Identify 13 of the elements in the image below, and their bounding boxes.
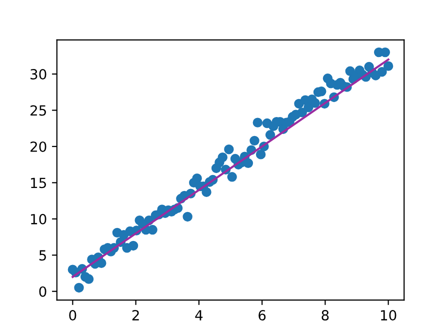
y-tick-label: 10	[31, 214, 46, 224]
y-tick-label: 15	[31, 178, 46, 188]
x-tick-label: 2	[132, 310, 139, 320]
y-tick-label: 25	[30, 105, 46, 116]
y-tick-label: 30	[30, 69, 46, 80]
x-tick-label: 0	[69, 310, 76, 321]
y-tick-label: 0	[39, 286, 46, 297]
y-tick-label: 5	[39, 250, 46, 261]
x-tick-label: 4	[195, 310, 203, 320]
x-tick-label: 10	[381, 310, 396, 321]
x-tick-label: 6	[258, 310, 266, 321]
y-tick-label: 20	[30, 141, 46, 152]
x-tick-label: 8	[322, 310, 329, 321]
